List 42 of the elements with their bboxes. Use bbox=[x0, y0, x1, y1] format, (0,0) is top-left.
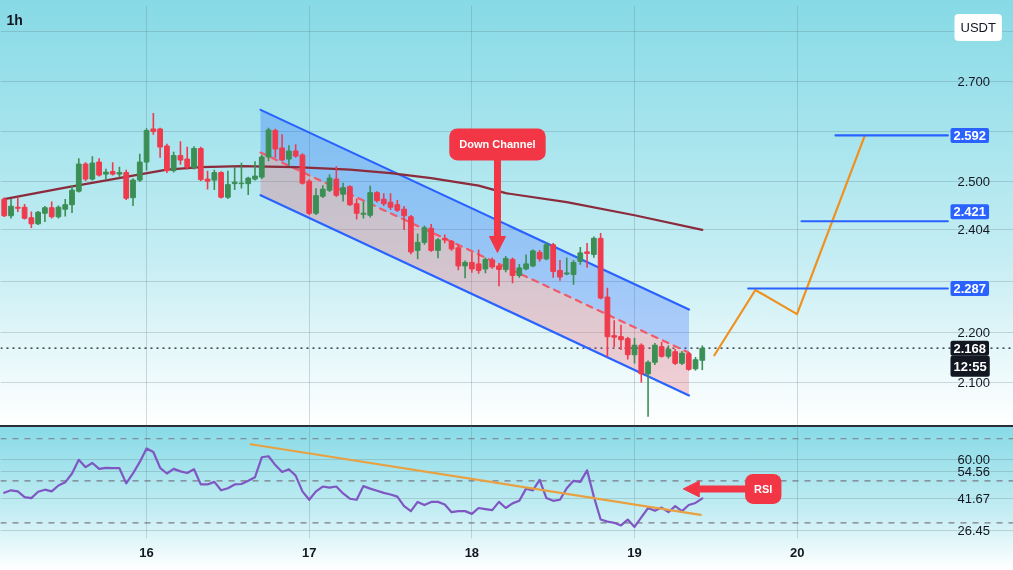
candlestick bbox=[441, 234, 448, 244]
x-tick-label: 18 bbox=[464, 544, 480, 560]
annotation: RSI bbox=[754, 482, 773, 495]
candlestick bbox=[225, 170, 231, 199]
y-tick-label: 2.100 bbox=[957, 374, 991, 390]
x-tick-label: 19 bbox=[627, 544, 642, 560]
candlestick bbox=[286, 145, 292, 166]
x-tick-label: 16 bbox=[139, 544, 154, 560]
candlestick bbox=[462, 260, 468, 279]
y-tick-label: 2.200 bbox=[957, 324, 991, 340]
y-tick-label: 26.45 bbox=[957, 522, 991, 538]
candlestick bbox=[584, 243, 590, 268]
x-tick-label: 20 bbox=[789, 544, 805, 560]
line-series bbox=[3, 164, 704, 231]
candlestick bbox=[428, 223, 435, 252]
candlestick bbox=[103, 168, 109, 180]
line-series bbox=[3, 447, 704, 529]
candlestick bbox=[333, 166, 340, 197]
annotation: Down Channel bbox=[459, 138, 536, 151]
candlestick bbox=[590, 236, 597, 258]
y-axis-title: USDT bbox=[960, 20, 996, 35]
annotation: 12:55 bbox=[953, 358, 987, 374]
y-tick-label: 2.500 bbox=[957, 174, 991, 190]
line-series bbox=[713, 135, 866, 357]
candlestick bbox=[509, 257, 516, 284]
text: 1h bbox=[6, 11, 23, 28]
ref-line-label: 2.168 bbox=[953, 340, 987, 356]
candlestick bbox=[89, 156, 96, 181]
candlestick bbox=[170, 151, 177, 173]
data-label: 2.592 bbox=[953, 127, 987, 143]
y-tick-label: 41.67 bbox=[957, 490, 991, 506]
y-tick-label: 2.404 bbox=[957, 222, 991, 238]
candlestick bbox=[435, 238, 441, 259]
candlestick bbox=[1, 197, 8, 218]
data-label: 2.287 bbox=[953, 281, 987, 297]
candlestick bbox=[191, 146, 197, 170]
y-tick-label: 2.700 bbox=[957, 73, 991, 89]
candlestick bbox=[8, 198, 14, 219]
x-tick-label: 17 bbox=[301, 544, 317, 560]
data-label: 2.421 bbox=[953, 204, 987, 220]
candlestick bbox=[631, 337, 638, 364]
candlestick bbox=[211, 169, 218, 190]
